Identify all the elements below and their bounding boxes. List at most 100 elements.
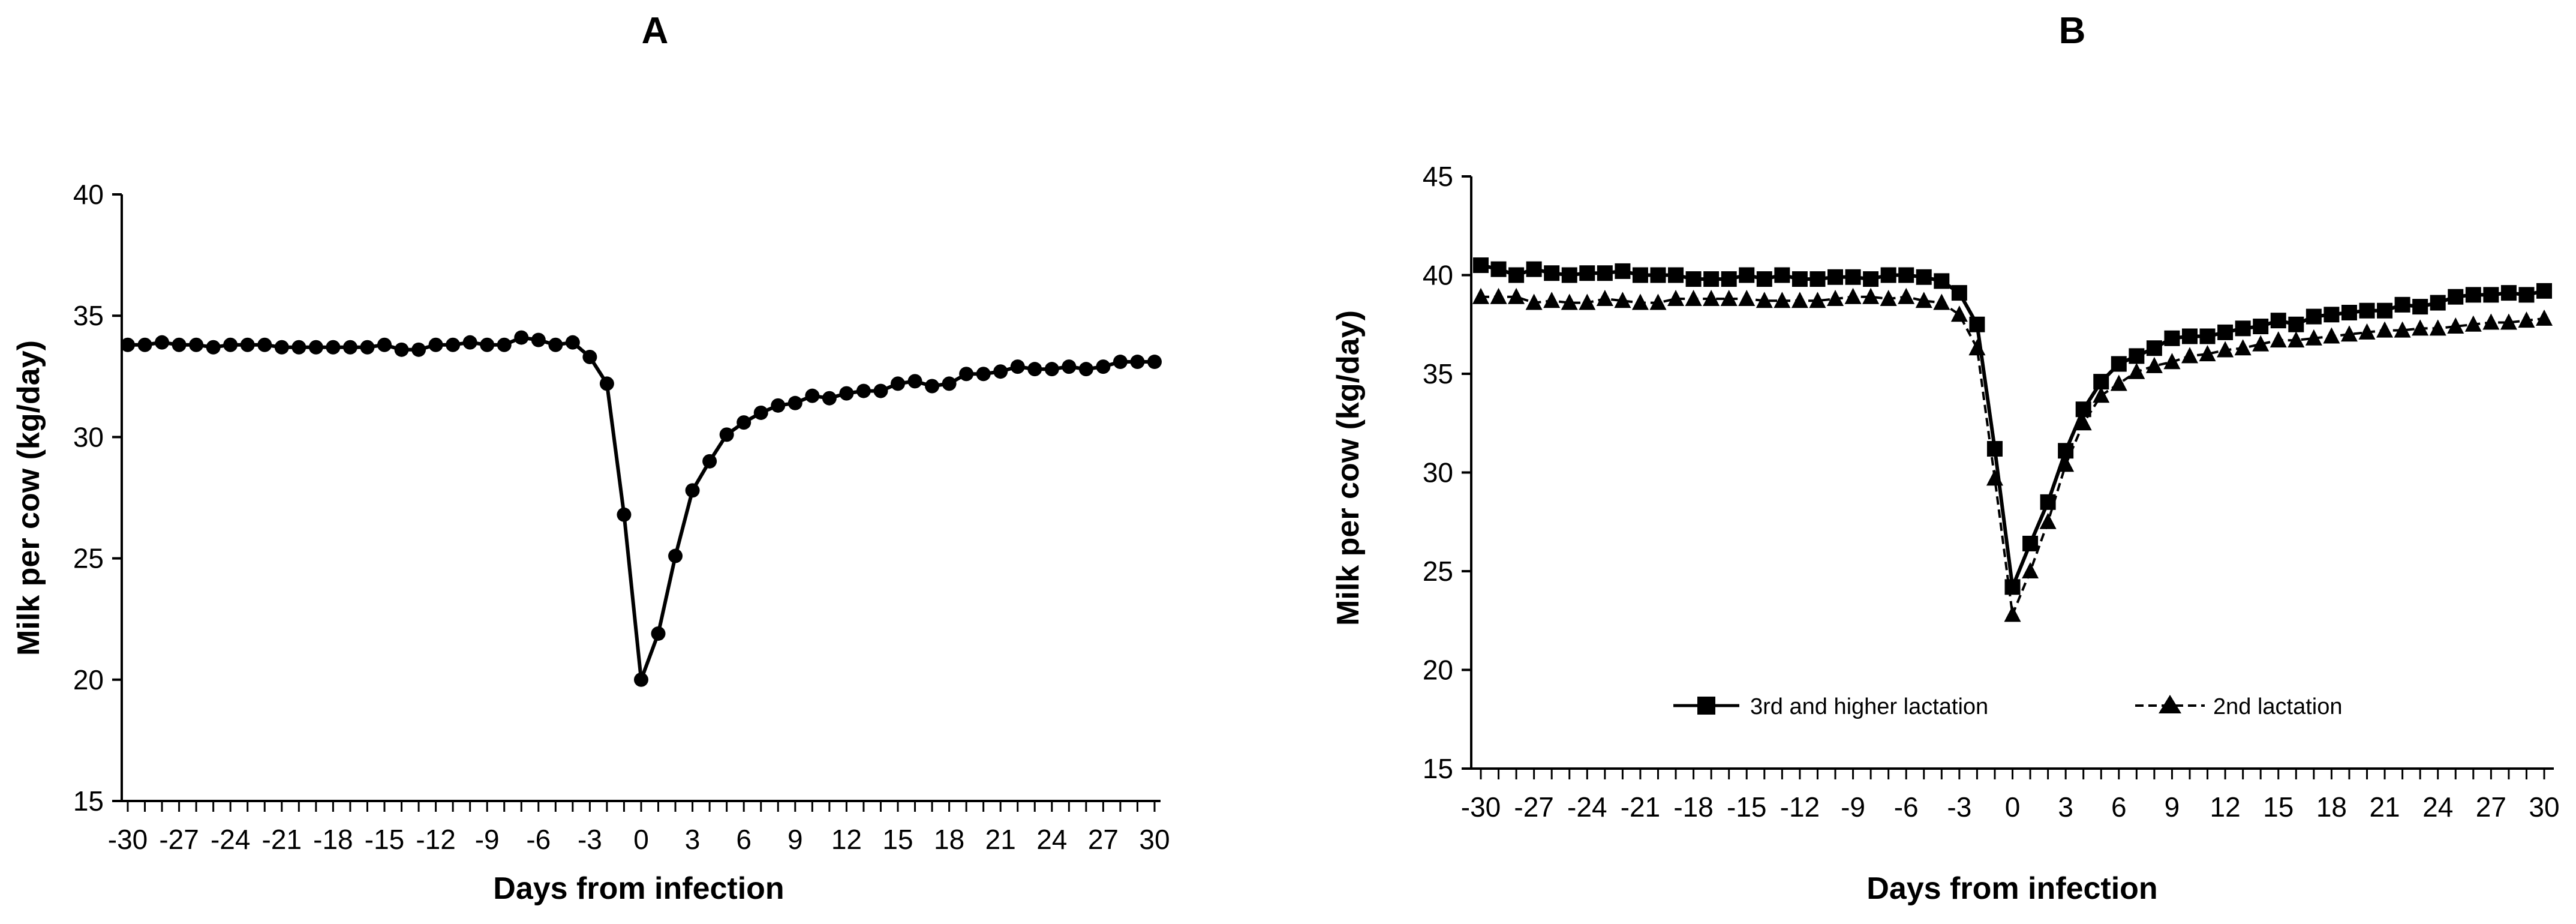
b-data-point: [1969, 316, 1985, 332]
a-data-point: [360, 340, 375, 355]
b-data-point: [2234, 339, 2252, 356]
legend-marker-square: [1697, 697, 1715, 715]
b-data-point: [2359, 302, 2375, 319]
a-data-point: [582, 349, 597, 364]
b-data-point: [1774, 267, 1790, 283]
a-data-point: [462, 335, 477, 350]
a-y-tick-label: 25: [73, 543, 104, 574]
a-x-tick-label: 27: [1088, 824, 1119, 855]
a-x-tick-label: 12: [831, 824, 862, 855]
b-data-point: [2306, 308, 2322, 325]
b-data-point: [1596, 289, 1613, 306]
a-x-tick-label: -30: [108, 824, 148, 855]
a-data-point: [308, 340, 323, 355]
a-y-tick-label: 20: [73, 664, 104, 695]
panel-b-x-axis-title: Days from infection: [1866, 871, 2157, 906]
b-x-tick-label: -12: [1780, 791, 1820, 823]
a-x-tick-label: -15: [365, 824, 404, 855]
b-data-point: [1667, 289, 1685, 306]
a-x-tick-label: 9: [787, 824, 803, 855]
b-data-point: [1631, 293, 1649, 310]
a-data-point: [1044, 362, 1059, 377]
b-data-point: [2465, 287, 2481, 303]
b-data-point: [1703, 271, 1720, 287]
b-data-point: [2235, 320, 2251, 337]
a-data-point: [668, 548, 683, 563]
b-data-point: [2341, 305, 2357, 321]
a-data-point: [856, 383, 871, 398]
a-x-tick-label: -18: [313, 824, 353, 855]
b-x-tick-label: -6: [1894, 791, 1919, 823]
b-data-point: [2430, 295, 2446, 311]
a-data-point: [257, 337, 272, 352]
b-data-point: [2164, 330, 2180, 346]
b-data-point: [2252, 335, 2270, 352]
b-data-point: [1508, 267, 1525, 283]
b-data-point: [1650, 267, 1666, 283]
b-series-1-line: [1481, 295, 2545, 616]
a-data-point: [137, 337, 152, 352]
b-data-point: [1933, 293, 1950, 310]
b-data-point: [2482, 313, 2500, 330]
a-data-point: [1096, 359, 1111, 374]
b-series-1: [1472, 287, 2553, 622]
legend-label-3rd-lactation: 3rd and higher lactation: [1750, 694, 1988, 719]
b-data-point: [2518, 311, 2535, 328]
a-x-tick-label: -3: [578, 824, 602, 855]
b-data-point: [1880, 289, 1897, 306]
b-data-point: [1844, 287, 1862, 304]
b-data-point: [2270, 331, 2287, 348]
b-data-point: [1525, 293, 1543, 310]
b-data-point: [1950, 305, 1968, 322]
b-data-point: [1845, 269, 1861, 285]
a-data-point: [1062, 359, 1077, 374]
b-data-point: [1668, 267, 1684, 283]
a-data-point: [411, 342, 426, 357]
a-data-point: [651, 626, 666, 641]
a-x-tick-label: 3: [685, 824, 701, 855]
a-data-point: [771, 398, 786, 413]
b-data-point: [1561, 267, 1577, 283]
panel-a-series: [121, 330, 1162, 687]
b-data-point: [2340, 325, 2358, 342]
a-data-point: [702, 454, 717, 469]
panel-b-title: B: [2059, 10, 2086, 52]
b-data-point: [2323, 327, 2340, 344]
b-x-tick-label: -21: [1621, 791, 1660, 823]
a-data-point: [873, 383, 888, 398]
panel-b-series: [1472, 257, 2553, 622]
a-data-point: [206, 340, 221, 355]
a-series-0: [121, 330, 1162, 687]
b-data-point: [2288, 331, 2305, 348]
b-data-point: [1543, 292, 1561, 308]
b-data-point: [2145, 356, 2163, 373]
b-data-point: [2270, 313, 2286, 329]
b-data-point: [1508, 287, 1525, 304]
a-data-point: [480, 337, 495, 352]
b-data-point: [2199, 328, 2216, 344]
b-data-point: [1739, 267, 1755, 283]
b-data-point: [2004, 605, 2021, 622]
a-data-point: [240, 337, 255, 352]
a-data-point: [428, 337, 443, 352]
a-data-point: [839, 386, 854, 401]
a-x-tick-label: 18: [934, 824, 964, 855]
b-data-point: [2093, 386, 2110, 403]
b-data-point: [1738, 289, 1756, 306]
a-data-point: [172, 337, 187, 352]
a-x-tick-label: 6: [736, 824, 752, 855]
b-data-point: [2111, 356, 2127, 372]
b-x-tick-label: -24: [1567, 791, 1607, 823]
a-data-point: [394, 342, 409, 357]
b-data-point: [2394, 321, 2411, 338]
b-data-point: [1756, 292, 1773, 308]
b-x-tick-label: -9: [1841, 791, 1865, 823]
a-x-tick-label: -24: [211, 824, 250, 855]
a-data-point: [121, 337, 135, 352]
b-data-point: [2358, 323, 2376, 340]
a-data-point: [531, 332, 546, 347]
b-data-point: [1472, 287, 1489, 304]
a-data-point: [274, 340, 289, 355]
a-data-point: [446, 337, 461, 352]
